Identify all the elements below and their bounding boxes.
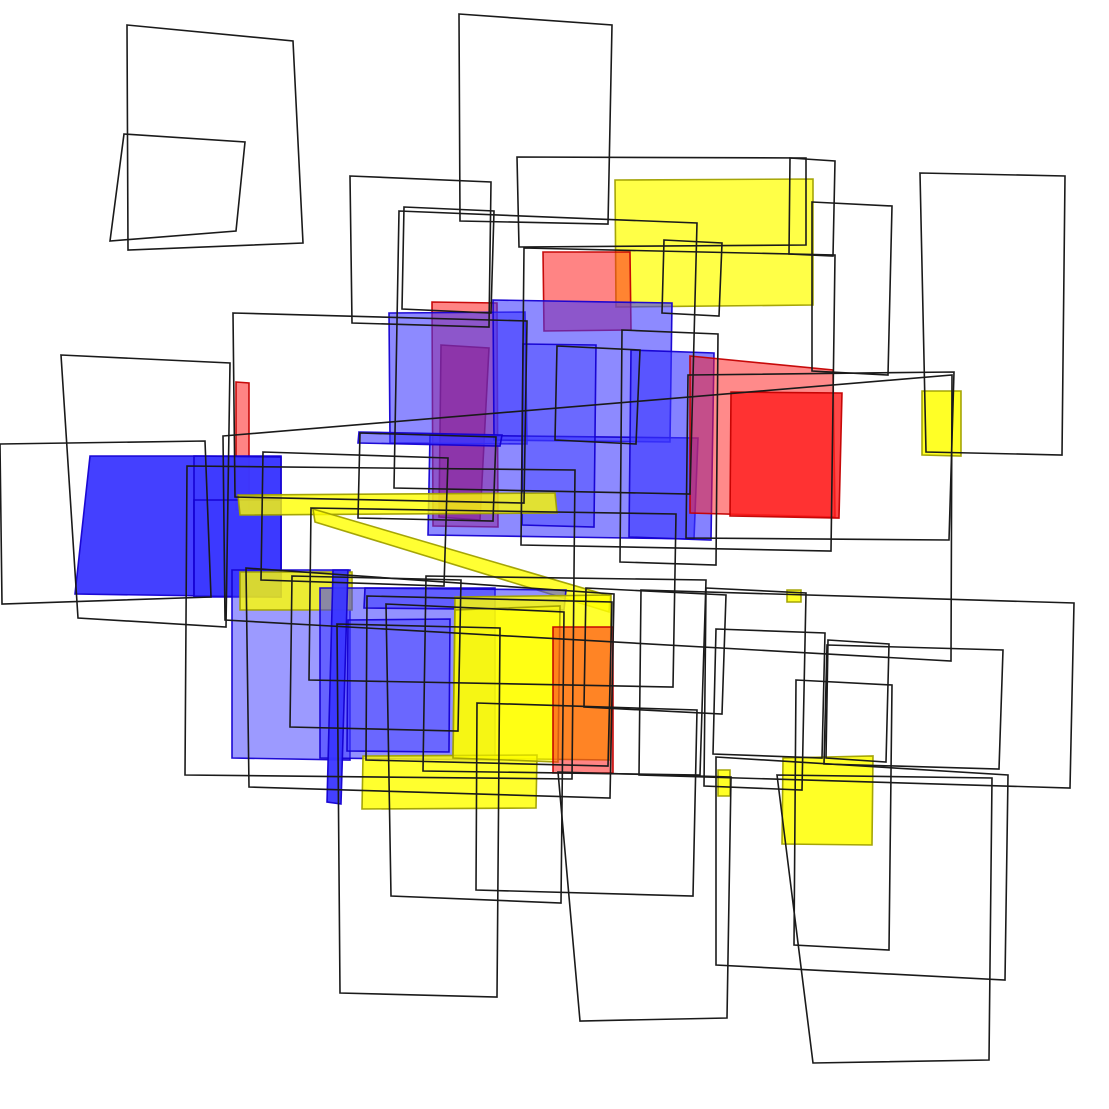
outline-quad: [289, 575, 462, 732]
outline-quad: [109, 133, 246, 242]
outline-quad: [336, 623, 501, 998]
outline-quad: [823, 644, 1004, 770]
outline-quad: [475, 702, 698, 897]
outline-quad-layer: [0, 13, 1075, 1064]
outline-quad: [788, 157, 836, 257]
outline-quad: [516, 156, 807, 248]
outline-quad: [365, 595, 613, 767]
outline-quad: [793, 679, 893, 951]
outline-quad: [685, 371, 955, 541]
outline-quad: [554, 345, 641, 445]
outline-quad: [422, 575, 707, 776]
outline-quad: [583, 587, 727, 715]
outline-quad: [715, 756, 1009, 981]
outline-quad: [712, 628, 826, 759]
outline-quad: [776, 774, 993, 1064]
outline-quad: [811, 201, 893, 376]
outline-quad: [0, 440, 212, 605]
red-filled-quad: [729, 391, 843, 519]
outline-quad: [357, 432, 497, 522]
outline-quad: [919, 172, 1066, 456]
outline-quad: [401, 206, 495, 314]
yellow-filled-quad: [717, 769, 731, 797]
outline-quad: [349, 175, 492, 328]
outline-quad: [458, 13, 613, 225]
outline-quad: [222, 374, 953, 662]
outline-quad: [385, 603, 565, 904]
outline-quad: [638, 589, 1075, 789]
outline-quad: [245, 567, 615, 799]
outline-quad: [60, 354, 231, 628]
outline-quad: [825, 639, 890, 763]
outline-quad: [184, 465, 576, 780]
outline-quad: [260, 451, 449, 587]
outline-quad: [661, 239, 723, 317]
outline-quad: [557, 771, 732, 1022]
outline-quad: [308, 507, 677, 688]
outline-quad: [393, 210, 698, 495]
outline-quad: [619, 329, 719, 566]
yellow-filled-quad: [921, 390, 962, 457]
outline-quad: [126, 24, 304, 251]
blue-filled-quad: [346, 618, 451, 753]
outline-quad: [703, 587, 807, 791]
outline-quad: [520, 247, 836, 552]
